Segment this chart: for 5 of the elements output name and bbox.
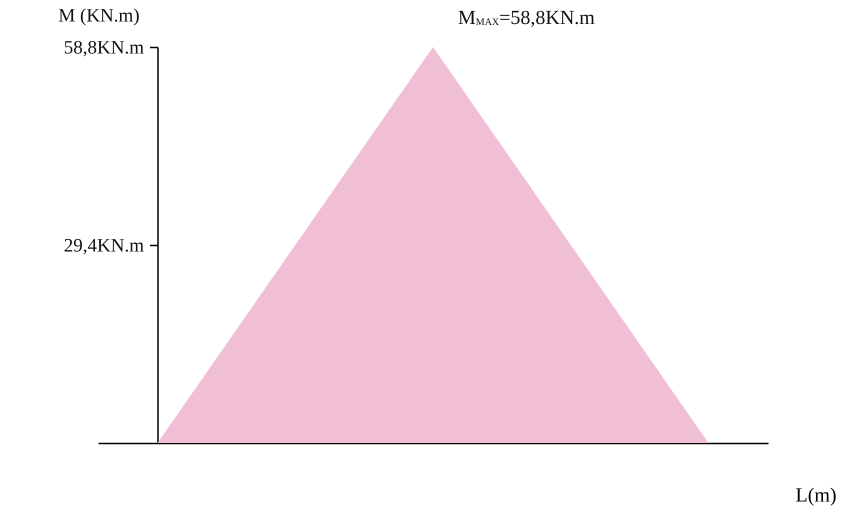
y-axis-title: M (KN.m): [58, 6, 140, 26]
y-tick-label: 58,8KN.m: [64, 38, 144, 58]
y-tick-label: 29,4KN.m: [64, 236, 144, 256]
annotation: M$_{MAX}$=58,8KN.m: [458, 7, 595, 30]
x-axis-title: L(m): [796, 484, 837, 506]
